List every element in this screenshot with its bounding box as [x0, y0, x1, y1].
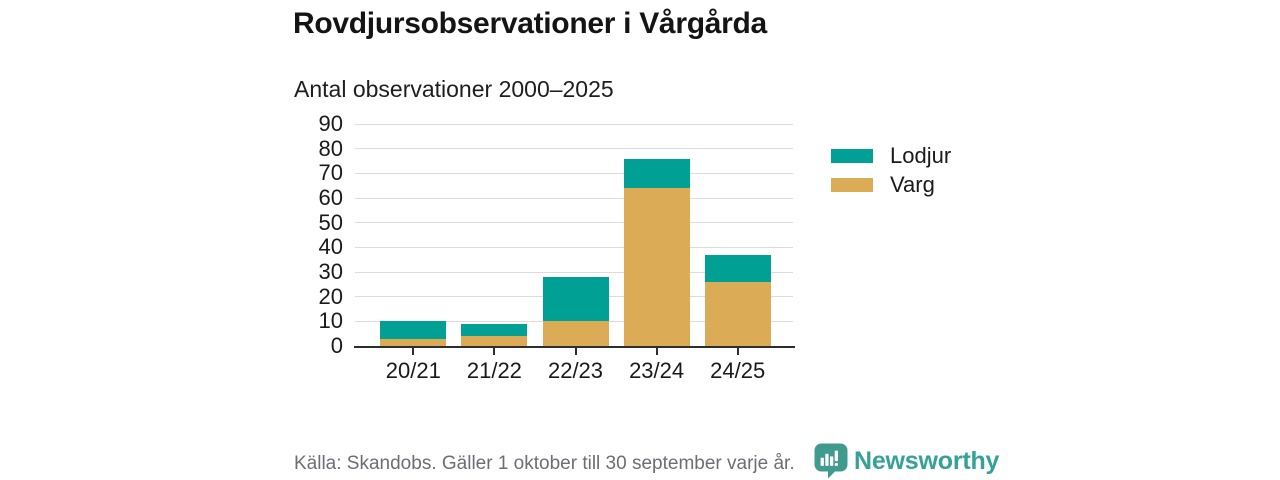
y-axis-label: 90: [318, 111, 343, 136]
gridline-70: [355, 172, 793, 174]
legend-swatch-lodjur: [831, 148, 873, 163]
x-axis-label: 24/25: [710, 358, 766, 383]
newsworthy-wordmark: Newsworthy: [854, 447, 1000, 475]
gridline-90: [355, 123, 793, 125]
y-axis-label: 30: [318, 259, 343, 284]
gridline-60: [355, 197, 793, 199]
x-axis-line: [354, 346, 795, 348]
legend-item-varg: Varg: [831, 170, 951, 199]
bar-23-24-lodjur: [623, 158, 690, 189]
x-axis-tick: [655, 348, 658, 355]
bar-21-22-lodjur: [461, 323, 528, 337]
y-axis-label: 0: [330, 333, 343, 358]
newsworthy-brand: Newsworthy: [814, 443, 999, 479]
bar-24-25-varg: [704, 281, 771, 346]
legend-label: Varg: [890, 171, 935, 197]
bar-24-25-lodjur: [704, 254, 771, 282]
chart-title: Rovdjursobservationer i Vårgårda: [293, 7, 767, 40]
y-axis-label: 60: [318, 185, 343, 210]
y-axis-label: 70: [318, 160, 343, 186]
x-axis-label: 23/24: [629, 358, 685, 383]
plot-area: [355, 123, 793, 346]
legend-label: Lodjur: [890, 142, 952, 168]
x-axis-tick: [493, 348, 496, 355]
gridline-80: [355, 148, 793, 150]
x-axis-tick: [412, 348, 415, 355]
gridline-30: [355, 271, 793, 273]
x-axis-label: 20/21: [385, 358, 441, 383]
y-axis-label: 80: [318, 135, 343, 161]
legend: Lodjur Varg: [831, 141, 951, 199]
y-axis-label: 50: [318, 209, 343, 235]
bar-23-24-varg: [623, 188, 690, 346]
x-axis-tick: [736, 348, 739, 355]
bar-20-21-lodjur: [380, 321, 447, 339]
x-axis-label: 22/23: [547, 358, 604, 383]
chart-subtitle: Antal observationer 2000–2025: [294, 76, 614, 102]
legend-item-lodjur: Lodjur: [831, 141, 951, 170]
gridline-40: [355, 246, 793, 248]
bar-20-21-varg: [380, 338, 447, 346]
bar-22-23-varg: [542, 321, 609, 346]
bar-21-22-varg: [461, 336, 528, 346]
x-axis-tick: [574, 348, 577, 355]
y-axis-label: 20: [318, 283, 343, 309]
gridline-50: [355, 222, 793, 224]
x-axis-label: 21/22: [466, 358, 522, 383]
y-axis-label: 10: [318, 308, 343, 334]
legend-swatch-varg: [831, 177, 873, 192]
newsworthy-logo-icon: [814, 443, 848, 479]
source-note: Källa: Skandobs. Gäller 1 oktober till 3…: [294, 453, 795, 474]
y-axis-label: 40: [318, 234, 343, 260]
bar-22-23-lodjur: [542, 276, 609, 322]
